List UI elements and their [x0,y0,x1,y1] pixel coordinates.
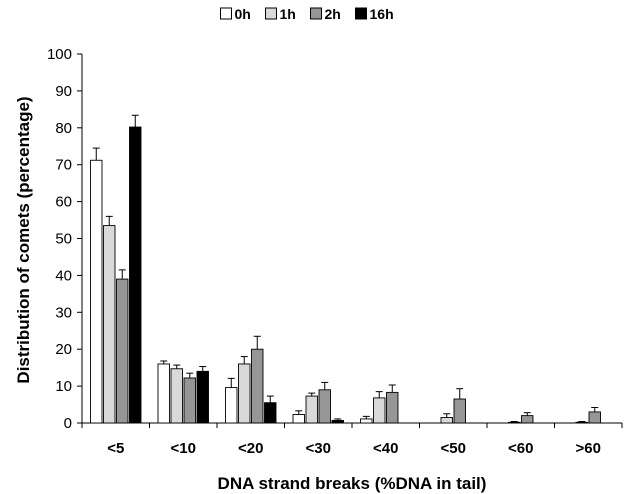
bar-1h-5 [440,417,453,424]
bar-2h-7 [588,411,601,424]
bar-2h-1 [183,377,196,424]
x-category-label: >60 [576,440,601,457]
y-tick-label: 50 [55,231,72,248]
x-category-label: <40 [373,440,398,457]
x-category-label: <10 [171,440,196,457]
bar-0h-1 [157,363,170,424]
bar-1h-0 [103,225,116,424]
bar-1h-2 [238,363,251,424]
legend-swatch-2h [310,7,322,20]
y-tick-label: 40 [55,267,72,284]
bar-0h-4 [360,418,373,424]
x-category-label: <30 [306,440,331,457]
legend-label-0h: 0h [235,6,251,22]
bar-2h-3 [318,389,331,424]
y-axis: 0 10 20 30 40 50 60 70 80 90 100 [47,46,83,432]
legend-label-2h: 2h [325,6,341,22]
bar-16h-3 [331,419,344,424]
x-category-label: <20 [238,440,263,457]
bar-2h-2 [251,348,264,424]
bar-16h-2 [264,402,277,424]
y-tick-label: 20 [55,341,72,358]
bar-1h-6 [508,421,521,424]
bar-1h-3 [305,395,318,424]
error-bars [92,114,599,423]
y-tick-label: 10 [55,378,72,395]
legend-swatch-1h [265,7,277,20]
x-axis: <5 <10 <20 <30 <40 <50 <60 >60 [81,422,623,457]
bar-0h-0 [90,159,103,424]
y-tick-label: 90 [55,83,72,100]
legend-swatch-16h [355,7,367,20]
y-tick-label: 100 [47,46,72,63]
bar-2h-0 [116,278,129,424]
bar-1h-4 [373,397,386,424]
y-axis-title: Distribution of comets (percentage) [14,96,33,383]
bar-2h-5 [453,398,466,424]
legend-label-1h: 1h [280,6,296,22]
legend-label-16h: 16h [370,6,394,22]
bars [90,126,601,424]
bar-16h-1 [196,370,209,424]
bar-0h-2 [225,387,238,424]
x-category-label: <60 [508,440,533,457]
bar-0h-3 [292,414,305,424]
bar-1h-1 [170,368,183,424]
y-tick-label: 30 [55,304,72,321]
y-tick-label: 70 [55,157,72,174]
bar-16h-0 [129,126,142,424]
x-category-label: <5 [107,440,124,457]
bar-1h-7 [575,421,588,424]
legend-swatch-0h [220,7,232,20]
y-tick-label: 0 [64,415,72,432]
bar-2h-6 [521,415,534,424]
y-tick-label: 60 [55,194,72,211]
bar-2h-4 [386,391,399,424]
legend: 0h 1h 2h 16h [220,6,394,22]
x-axis-title: DNA strand breaks (%DNA in tail) [218,474,487,493]
y-tick-label: 80 [55,120,72,137]
x-category-label: <50 [441,440,466,457]
